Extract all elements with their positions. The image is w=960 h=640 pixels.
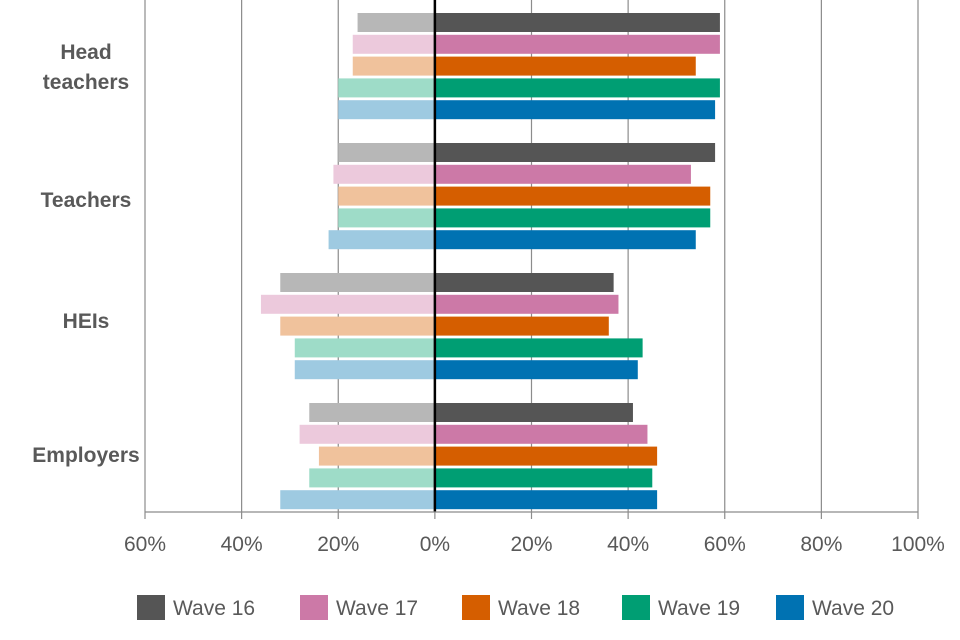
x-tick-label: 20% [317, 533, 359, 556]
bar-positive-5-3 [434, 360, 638, 380]
bar-negative-3-3 [280, 316, 435, 336]
bar-negative-1-4 [309, 403, 435, 422]
bar-negative-1-3 [280, 273, 435, 292]
bar-positive-3-1 [434, 56, 696, 76]
x-tick-label: 80% [800, 533, 842, 556]
category-label-line: Teachers [41, 189, 132, 212]
bar-negative-1-2 [338, 143, 435, 162]
bar-positive-2-4 [434, 424, 648, 444]
legend-swatch-3 [462, 595, 490, 620]
x-tick-label: 40% [607, 533, 649, 556]
bar-negative-2-3 [260, 294, 435, 314]
bar-negative-2-2 [333, 164, 435, 184]
bar-positive-4-4 [434, 468, 653, 488]
legend-swatch-2 [300, 595, 328, 620]
category-label-line: Employers [32, 444, 139, 467]
category-label-2: Teachers [41, 189, 132, 212]
bar-positive-1-3 [434, 273, 614, 292]
x-tick-labels: 60% 40% 20% 0% 20% 40% 60% 80% 100% [124, 533, 945, 556]
bar-negative-4-3 [294, 338, 435, 358]
category-labels: Head teachers Teachers HEIs Employers [32, 41, 139, 467]
bar-positive-5-2 [434, 230, 696, 250]
bar-positive-2-1 [434, 34, 720, 54]
category-label-1: Head teachers [43, 41, 129, 94]
legend-label-2: Wave 17 [336, 597, 418, 620]
bar-negative-4-1 [338, 78, 435, 98]
bar-positive-1-4 [434, 403, 633, 422]
legend-swatch-5 [776, 595, 804, 620]
bar-negative-3-4 [318, 446, 435, 466]
bar-positive-4-3 [434, 338, 643, 358]
bar-positive-3-4 [434, 446, 658, 466]
bar-positive-2-3 [434, 294, 619, 314]
legend-swatch-4 [622, 595, 650, 620]
legend-label-3: Wave 18 [498, 597, 580, 620]
x-tick-label: 20% [510, 533, 552, 556]
bar-negative-3-2 [338, 186, 435, 206]
bars [260, 13, 720, 510]
legend-swatch-1 [137, 595, 165, 620]
bar-positive-5-4 [434, 490, 658, 510]
x-tick-label: 60% [124, 533, 166, 556]
legend-label-4: Wave 19 [658, 597, 740, 620]
x-tick-label: 40% [221, 533, 263, 556]
legend-label-1: Wave 16 [173, 597, 255, 620]
bar-negative-3-1 [352, 56, 435, 76]
bar-positive-1-1 [434, 13, 720, 32]
bar-positive-2-2 [434, 164, 691, 184]
x-tick-label: 60% [704, 533, 746, 556]
bar-positive-5-1 [434, 100, 716, 120]
bar-positive-3-2 [434, 186, 711, 206]
x-tick-label: 100% [891, 533, 945, 556]
category-label-4: Employers [32, 444, 139, 467]
x-tick-label: 0% [420, 533, 450, 556]
bar-negative-4-2 [338, 208, 435, 228]
bar-negative-5-4 [280, 490, 435, 510]
axes [144, 0, 919, 519]
bar-positive-1-2 [434, 143, 716, 162]
bar-positive-4-2 [434, 208, 711, 228]
bar-negative-2-1 [352, 34, 435, 54]
legend-label-5: Wave 20 [812, 597, 894, 620]
bar-negative-1-1 [357, 13, 435, 32]
bar-negative-2-4 [299, 424, 435, 444]
bar-negative-5-1 [338, 100, 435, 120]
category-label-line: HEIs [63, 310, 110, 333]
bar-positive-3-3 [434, 316, 609, 336]
bar-positive-4-1 [434, 78, 720, 98]
bar-negative-4-4 [309, 468, 435, 488]
bar-negative-5-3 [294, 360, 435, 380]
category-label-line: Head [60, 41, 111, 64]
legend: Wave 16 Wave 17 Wave 18 Wave 19 Wave 20 [137, 595, 894, 620]
category-label-3: HEIs [63, 310, 110, 333]
category-label-line: teachers [43, 71, 129, 94]
bar-negative-5-2 [328, 230, 435, 250]
